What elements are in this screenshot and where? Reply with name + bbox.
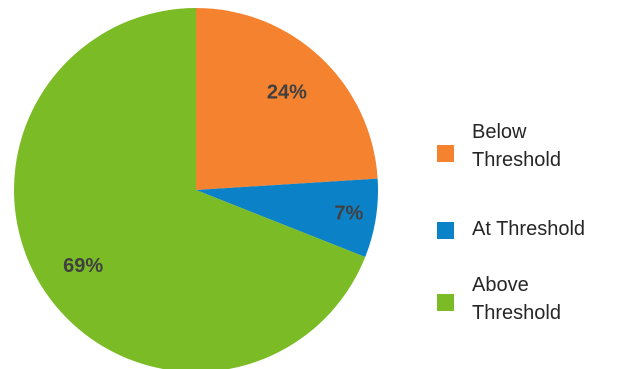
legend-label-line-2: Threshold (472, 302, 561, 324)
data-label-at-threshold: 7% (334, 202, 363, 224)
pie-slice-above-threshold (14, 8, 366, 369)
data-label-above-threshold: 69% (63, 255, 103, 277)
legend-label-line-2: Threshold (472, 149, 561, 171)
legend-swatch-below-threshold (437, 145, 454, 162)
data-label-below-threshold: 24% (267, 81, 307, 103)
legend-item-below-threshold: Below Threshold (437, 118, 637, 171)
legend-item-above-threshold: Above Threshold (437, 271, 637, 324)
legend-swatch-above-threshold (437, 294, 454, 311)
legend-label-line-1: Below (472, 121, 527, 143)
legend-label-at-threshold: At Threshold (472, 215, 632, 243)
pie-slice-at-threshold (196, 178, 379, 257)
legend-label-line-1: At Threshold (472, 218, 586, 240)
pie-slice-below-threshold (196, 8, 378, 190)
legend-label-below-threshold: Below Threshold (472, 118, 632, 174)
legend-swatch-at-threshold (437, 222, 454, 239)
legend-label-line-1: Above (472, 274, 529, 296)
legend-label-above-threshold: Above Threshold (472, 271, 632, 327)
legend-item-at-threshold: At Threshold (437, 215, 637, 265)
